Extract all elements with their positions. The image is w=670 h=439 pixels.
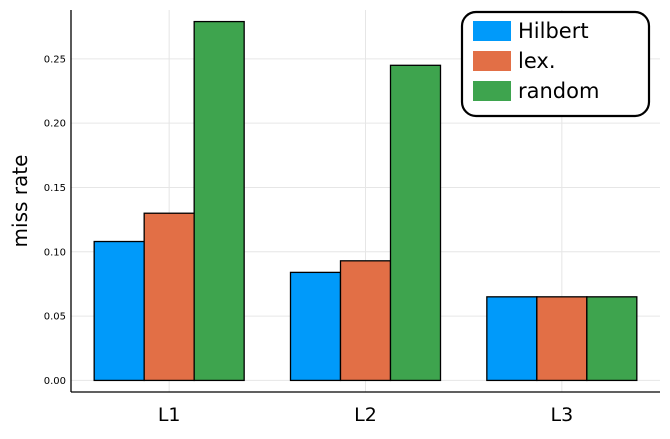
legend-swatch — [473, 81, 511, 101]
y-tick-labels: 0.00 0.05 0.10 0.15 0.20 0.25 — [44, 54, 66, 387]
y-axis-label: miss rate — [8, 155, 32, 248]
legend-label: random — [518, 79, 599, 103]
bar-hilbert-l2 — [289, 271, 342, 382]
bars-layer — [93, 20, 638, 382]
bar-lex-l2 — [339, 260, 392, 382]
x-tick-label: L1 — [158, 404, 181, 426]
y-tick-label: 0.00 — [44, 376, 66, 387]
bar-random-l3 — [586, 296, 638, 382]
bar-lex-l3 — [536, 296, 588, 382]
legend-label: lex. — [518, 49, 556, 73]
legend-label: Hilbert — [518, 19, 589, 43]
y-tick-label: 0.25 — [44, 54, 66, 65]
bar-random-l2 — [389, 64, 442, 382]
y-tick-label: 0.20 — [44, 119, 66, 130]
legend-swatch — [473, 51, 511, 71]
axes-layer — [70, 10, 660, 393]
y-tick-label: 0.10 — [44, 247, 66, 258]
bar-random-l1 — [193, 20, 245, 382]
x-tick-label: L2 — [354, 404, 377, 426]
y-tick-label: 0.05 — [44, 312, 66, 323]
legend-swatch — [473, 21, 511, 41]
x-tick-labels: L1 L2 L3 — [158, 404, 573, 426]
bar-hilbert-l3 — [486, 296, 538, 382]
bar-hilbert-l1 — [93, 240, 145, 382]
legend: Hilbert lex. random — [460, 10, 651, 118]
bar-lex-l1 — [143, 212, 195, 382]
y-tick-label: 0.15 — [44, 183, 66, 194]
x-tick-label: L3 — [550, 404, 573, 426]
